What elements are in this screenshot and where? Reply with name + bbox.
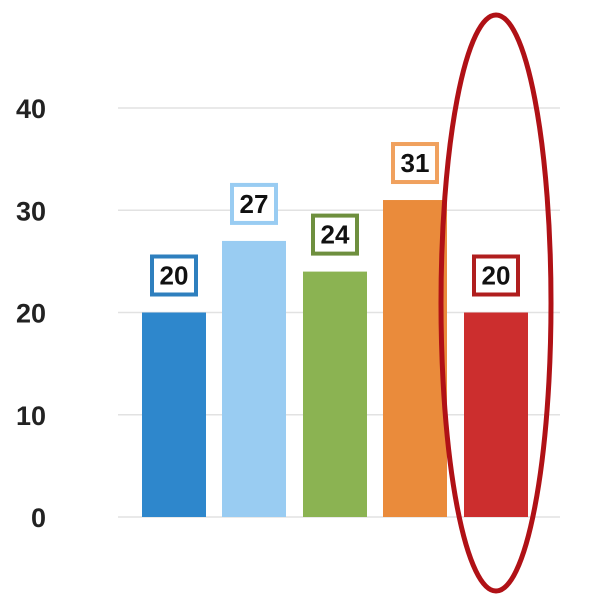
bar — [142, 312, 206, 517]
data-label-box — [391, 142, 439, 185]
y-tick-label: 30 — [16, 196, 46, 226]
y-axis-ticks: 0 10 20 30 40 — [16, 94, 46, 533]
bar — [222, 240, 286, 518]
data-label-box — [472, 254, 520, 297]
bar — [464, 312, 528, 517]
data-label-box — [230, 182, 278, 225]
data-label: 24 — [321, 220, 350, 250]
data-labels: 20 27 24 31 20 — [150, 142, 520, 297]
y-tick-label: 40 — [16, 94, 46, 124]
y-tick-label: 20 — [16, 299, 46, 329]
y-tick-label: 0 — [31, 503, 46, 533]
highlight-annotation — [438, 12, 554, 594]
y-tick-label: 10 — [16, 401, 46, 431]
bar — [303, 271, 367, 517]
data-label-box — [311, 213, 359, 256]
data-label-box — [150, 254, 198, 297]
data-label: 27 — [240, 189, 269, 219]
highlight-ellipse — [438, 12, 554, 594]
data-label: 31 — [401, 148, 430, 178]
bar — [383, 200, 447, 517]
data-label: 20 — [160, 261, 189, 291]
bars — [142, 200, 528, 518]
data-label: 20 — [482, 261, 511, 291]
